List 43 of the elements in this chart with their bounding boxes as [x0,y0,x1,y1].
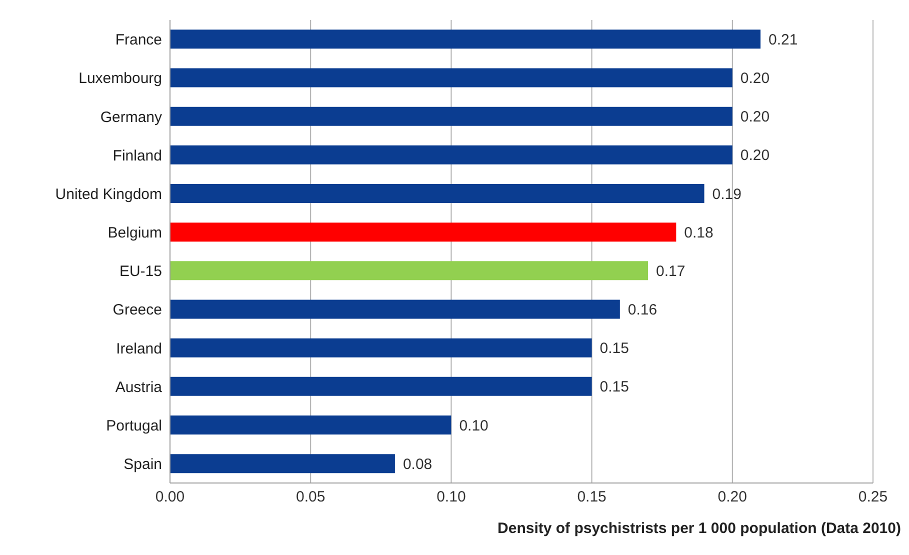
y-tick-label: Portugal [106,417,162,434]
y-tick-label: Austria [115,378,163,396]
data-label: 0.10 [459,417,488,434]
bar [170,145,732,164]
bar [170,415,452,434]
y-tick-label: Spain [124,456,162,474]
bar [170,376,592,396]
bar [170,300,620,319]
bar [170,454,395,474]
x-tick-label: 0.05 [296,488,326,506]
data-label: 0.08 [402,456,432,473]
bar [170,338,592,358]
bar [170,184,704,203]
data-label: 0.19 [712,186,742,203]
x-tick-label: 0.10 [436,488,466,506]
y-tick-label: EU-15 [119,263,162,280]
bar [170,222,676,242]
x-tick-label: 0.00 [155,488,185,506]
y-tick-label: Ireland [116,340,162,358]
data-label: 0.20 [740,70,770,88]
y-tick-label: France [115,32,162,49]
bar [170,68,732,88]
y-tick-label: Finland [112,147,162,164]
y-tick-label: United Kingdom [55,186,162,203]
data-label: 0.18 [684,224,714,242]
data-label: 0.20 [740,108,770,126]
bar [170,30,761,49]
data-label: 0.17 [656,262,686,280]
x-tick-label: 0.25 [858,488,888,506]
x-tick-label: 0.20 [718,488,747,506]
bar [170,106,732,126]
bar [170,261,648,280]
x-tick-label: 0.15 [577,488,606,506]
data-label: 0.20 [740,147,770,164]
data-label: 0.15 [600,378,630,396]
y-tick-label: Belgium [108,224,162,242]
x-axis-title: Density of psychistrists per 1 000 population (Data 2010) [498,520,901,537]
y-tick-label: Greece [112,302,162,319]
y-tick-label: Luxembourg [78,70,162,88]
data-label: 0.16 [628,302,658,319]
y-tick-label: Germany [100,108,162,126]
data-label: 0.15 [600,340,630,358]
data-label: 0.21 [768,31,798,48]
